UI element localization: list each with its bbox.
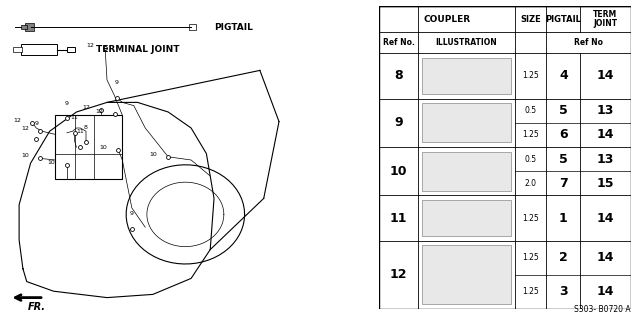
Text: 8: 8: [84, 124, 88, 130]
Bar: [189, 24, 196, 30]
Bar: [55, 115, 122, 179]
Text: 1: 1: [559, 212, 568, 225]
Text: S303- B0720 A: S303- B0720 A: [574, 305, 631, 314]
Bar: [21, 25, 27, 29]
Text: 7: 7: [559, 177, 568, 190]
Text: 12: 12: [96, 108, 103, 114]
Bar: [422, 152, 511, 191]
Text: 12: 12: [86, 43, 94, 48]
Bar: [13, 47, 22, 52]
Text: 9: 9: [65, 100, 69, 106]
Text: SIZE: SIZE: [520, 15, 541, 24]
Text: 1.25: 1.25: [522, 253, 539, 262]
Text: 1.25: 1.25: [522, 71, 539, 80]
Text: 0.5: 0.5: [524, 155, 537, 164]
Text: 10: 10: [48, 160, 55, 165]
Text: 15: 15: [597, 177, 614, 190]
Text: 14: 14: [597, 212, 614, 225]
Bar: [422, 245, 511, 304]
Text: TERM
JOINT: TERM JOINT: [593, 10, 618, 28]
Text: 5: 5: [559, 104, 568, 117]
Text: Ref No.: Ref No.: [383, 38, 415, 47]
Text: 2: 2: [559, 251, 568, 264]
Text: 11: 11: [390, 212, 407, 225]
Text: Ref No: Ref No: [574, 38, 603, 47]
Text: 5: 5: [559, 153, 568, 166]
Text: 2.0: 2.0: [525, 179, 536, 188]
Text: 3: 3: [559, 285, 568, 298]
Text: 14: 14: [597, 69, 614, 83]
Bar: [422, 58, 511, 94]
Bar: [422, 200, 511, 236]
Text: 11: 11: [76, 129, 84, 134]
Text: 8: 8: [394, 69, 403, 83]
Text: 0.5: 0.5: [524, 106, 537, 115]
Text: 6: 6: [559, 128, 568, 141]
Text: 1.25: 1.25: [522, 287, 539, 296]
Bar: [67, 47, 75, 52]
Text: PIGTAIL: PIGTAIL: [214, 23, 253, 32]
Text: FR.: FR.: [27, 302, 45, 312]
Text: 13: 13: [597, 104, 614, 117]
Text: 9: 9: [34, 121, 38, 126]
Text: ILLUSTRATION: ILLUSTRATION: [436, 38, 497, 47]
Text: PIGTAIL: PIGTAIL: [545, 15, 581, 24]
Text: 1.25: 1.25: [522, 131, 539, 140]
Text: 9: 9: [394, 116, 403, 129]
Text: 14: 14: [597, 128, 614, 141]
Text: 10: 10: [390, 165, 407, 178]
Text: 13: 13: [597, 153, 614, 166]
Text: COUPLER: COUPLER: [424, 15, 471, 24]
Text: 10: 10: [99, 145, 107, 150]
Text: 9: 9: [130, 211, 134, 216]
Text: 14: 14: [597, 251, 614, 264]
Text: 11: 11: [71, 115, 78, 120]
Text: 1.25: 1.25: [522, 213, 539, 223]
Text: 10: 10: [21, 153, 29, 158]
Bar: [25, 23, 34, 31]
Text: 10: 10: [149, 152, 157, 157]
Text: 14: 14: [597, 285, 614, 298]
Text: 12: 12: [21, 126, 29, 131]
Text: 12: 12: [82, 105, 90, 110]
Bar: [422, 103, 511, 142]
Text: 12: 12: [390, 268, 407, 281]
Text: 12: 12: [13, 118, 21, 123]
Text: TERMINAL JOINT: TERMINAL JOINT: [96, 45, 179, 54]
Text: 9: 9: [115, 80, 118, 85]
Bar: [21, 44, 57, 55]
Text: 4: 4: [559, 69, 568, 83]
